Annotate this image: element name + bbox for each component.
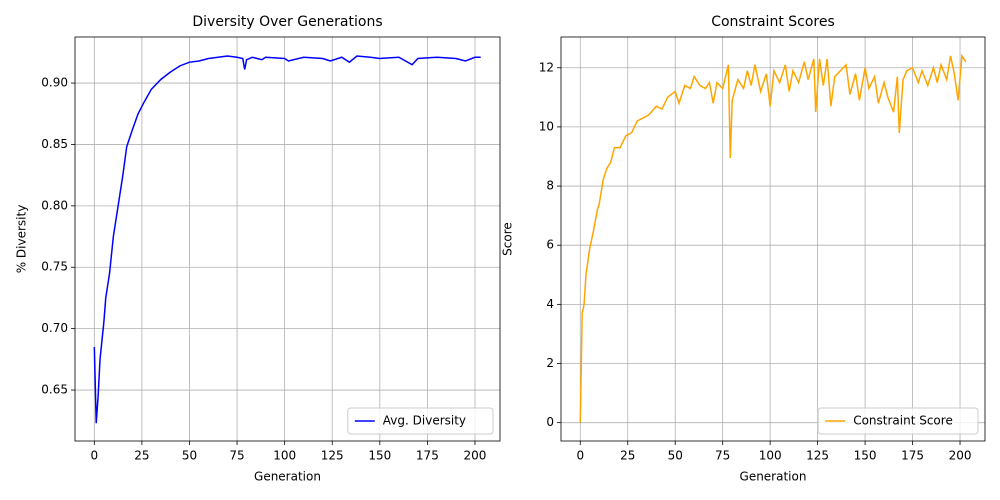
x-tick-label: 150 [368,449,391,463]
x-tick-label: 200 [949,449,972,463]
legend-label: Constraint Score [853,414,953,428]
x-tick-label: 175 [416,449,439,463]
legend-label: Avg. Diversity [383,414,466,428]
x-tick-label: 100 [273,449,296,463]
y-tick-label: 0 [546,415,554,429]
x-tick-label: 25 [620,449,635,463]
y-axis-label: Score [501,222,515,256]
x-tick-label: 125 [321,449,344,463]
x-tick-label: 75 [715,449,730,463]
x-tick-label: 75 [229,449,244,463]
x-tick-label: 200 [464,449,487,463]
x-axis-label: Generation [254,470,321,484]
x-axis-label: Generation [740,470,807,484]
data-line [579,53,967,423]
plot-frame [560,36,986,442]
y-tick-label: 2 [546,356,554,370]
y-tick-label: 0.90 [41,76,68,90]
x-tick-label: 50 [182,449,197,463]
x-tick-label: 0 [576,449,584,463]
chart-title: Diversity Over Generations [192,14,382,30]
data-line [93,55,481,424]
legend-box [817,407,979,435]
y-tick-label: 8 [546,179,554,193]
y-tick-label: 12 [539,60,554,74]
x-tick-label: 0 [90,449,98,463]
x-tick-label: 125 [806,449,829,463]
x-tick-label: 175 [901,449,924,463]
plot-frame [74,36,501,442]
chart-title: Constraint Scores [711,14,835,30]
y-tick-label: 0.75 [41,260,68,274]
legend-box [347,407,494,435]
y-axis-label: % Diversity [15,205,29,274]
y-tick-label: 0.70 [41,321,68,335]
x-tick-label: 25 [134,449,149,463]
y-tick-label: 6 [546,238,554,252]
x-tick-label: 100 [759,449,782,463]
y-tick-label: 0.85 [41,137,68,151]
y-tick-label: 0.65 [41,383,68,397]
x-tick-label: 50 [668,449,683,463]
x-tick-label: 150 [854,449,877,463]
y-tick-label: 4 [546,297,554,311]
y-tick-label: 10 [539,119,554,133]
y-tick-label: 0.80 [41,198,68,212]
